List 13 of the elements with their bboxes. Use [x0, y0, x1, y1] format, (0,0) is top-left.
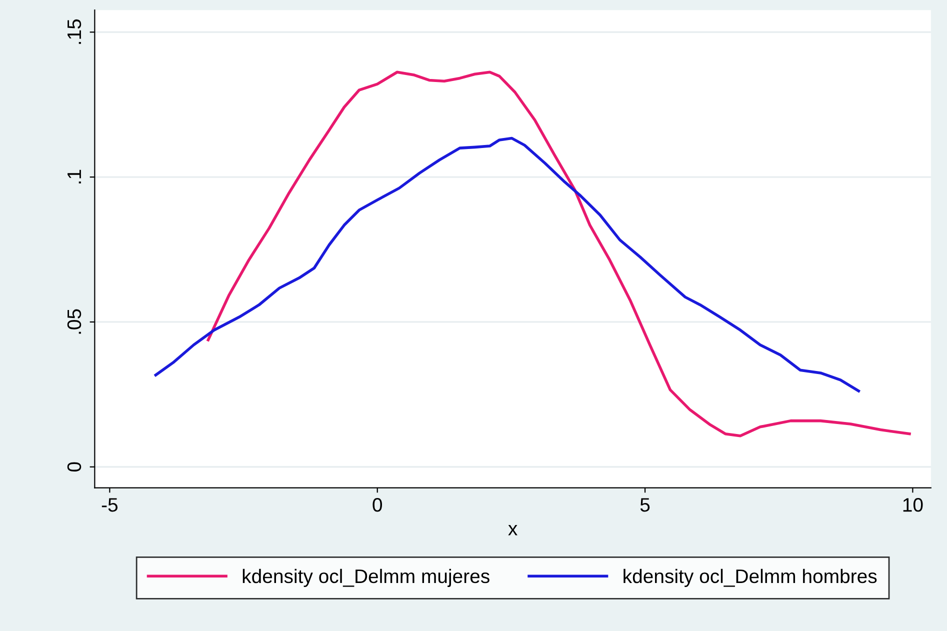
x-tick-label: -5	[102, 498, 118, 512]
x-tick-label: 0	[372, 498, 382, 512]
y-tick-label: .15	[68, 19, 82, 44]
x-tick-label: 5	[640, 498, 650, 512]
x-axis-title: x	[508, 524, 518, 536]
y-tick-label: .05	[67, 309, 82, 334]
y-tick-label: 0	[67, 462, 82, 472]
line-series	[206, 70, 911, 438]
legend-label: kdensity ocl_Delmm mujeres	[242, 568, 490, 587]
line-series	[154, 136, 860, 392]
legend-label: kdensity ocl_Delmm hombres	[624, 568, 877, 587]
x-tick-label: 10	[903, 498, 923, 512]
y-tick-label: .1	[68, 170, 81, 184]
